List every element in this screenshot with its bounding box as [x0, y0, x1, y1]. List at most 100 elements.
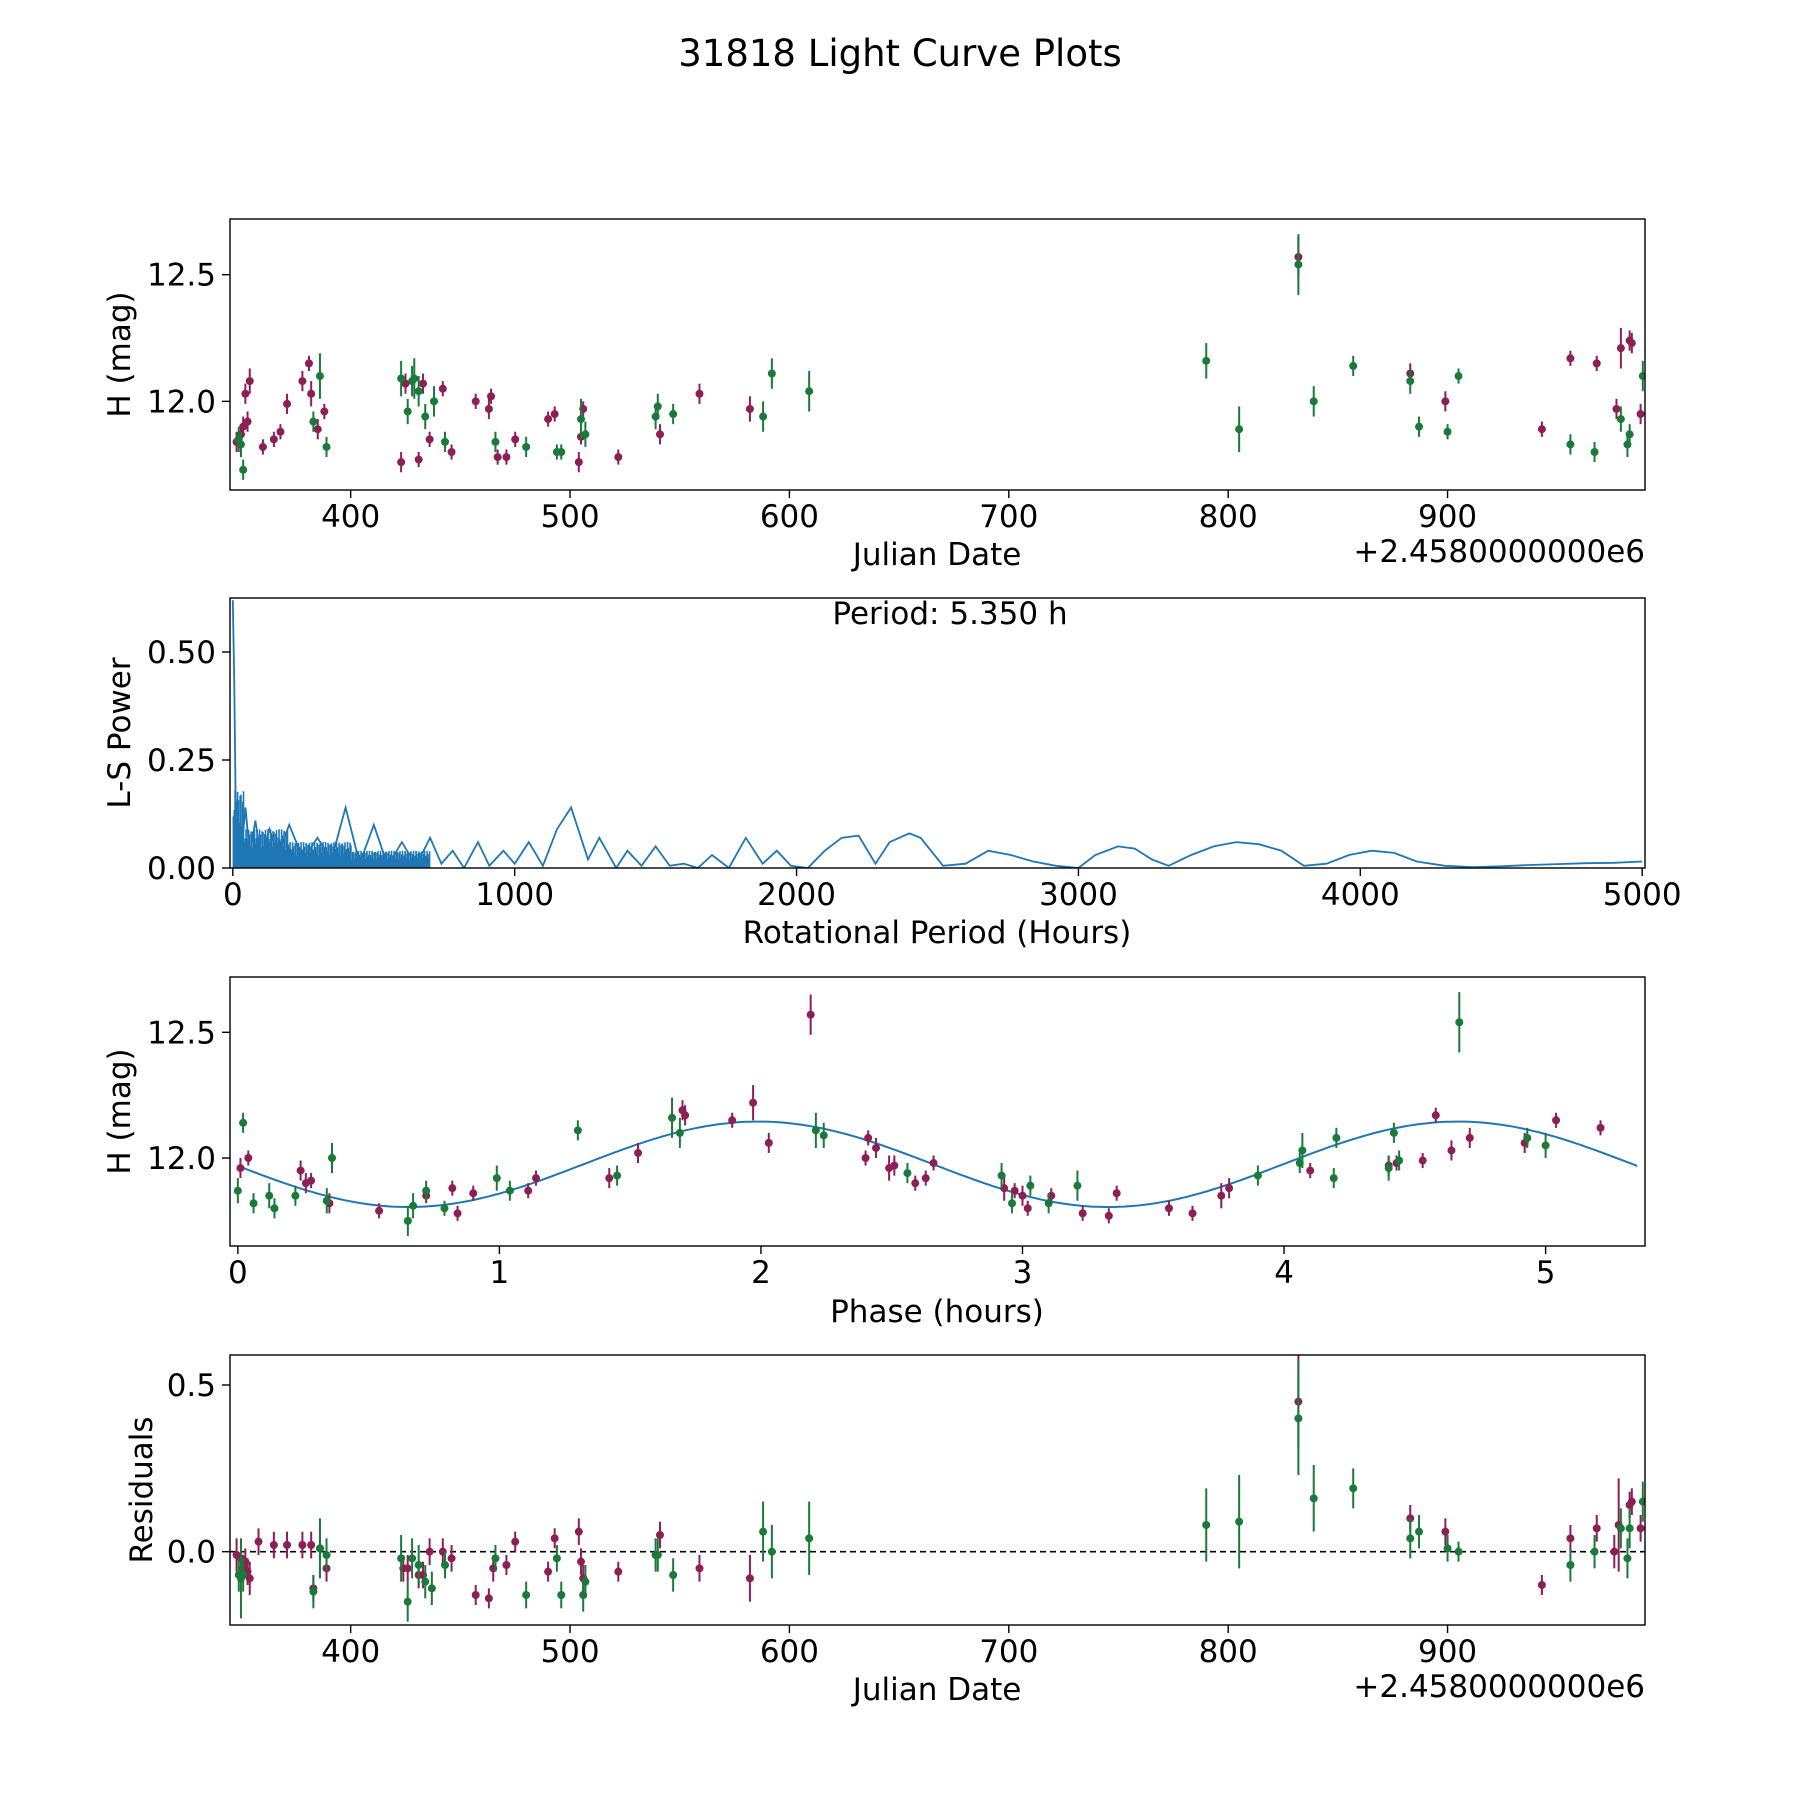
- data-point: [502, 453, 511, 462]
- data-point: [1073, 1181, 1082, 1190]
- series-band_g: [234, 1361, 1645, 1622]
- x-axis-label: Julian Date: [851, 1672, 1022, 1708]
- x-tick-label: 400: [321, 1634, 380, 1670]
- data-point: [695, 389, 704, 398]
- data-point: [322, 442, 331, 451]
- data-point: [403, 407, 412, 416]
- data-point: [532, 1174, 541, 1183]
- data-point: [574, 458, 583, 467]
- data-point: [1616, 415, 1625, 424]
- data-point: [1202, 356, 1211, 365]
- data-point: [1406, 377, 1415, 386]
- data-point: [487, 392, 496, 401]
- x-tick-label: 1: [490, 1255, 510, 1291]
- data-point: [1616, 1524, 1625, 1533]
- data-point: [573, 1126, 582, 1135]
- data-point: [890, 1161, 899, 1170]
- series-band_g: [234, 234, 1645, 480]
- data-point: [767, 1547, 776, 1556]
- data-point: [1627, 339, 1636, 348]
- data-point: [1465, 1133, 1474, 1142]
- x-tick-label: 4: [1274, 1255, 1294, 1291]
- data-point: [805, 387, 814, 396]
- data-point: [522, 442, 531, 451]
- x-axis-label: Phase (hours): [830, 1294, 1044, 1330]
- data-point: [249, 1199, 258, 1208]
- data-point: [403, 1564, 412, 1573]
- data-point: [1455, 1018, 1464, 1027]
- axes-frame: [229, 976, 1646, 1247]
- data-point: [408, 1554, 417, 1563]
- data-point: [493, 453, 502, 462]
- data-point: [605, 1174, 614, 1183]
- x-tick-label: 700: [979, 499, 1038, 535]
- data-point: [397, 458, 406, 467]
- data-point: [1441, 397, 1450, 406]
- data-point: [1566, 1561, 1575, 1569]
- data-point: [1592, 359, 1601, 368]
- data-point: [911, 1179, 920, 1188]
- data-point: [550, 410, 559, 419]
- data-point: [574, 1527, 583, 1536]
- data-point: [728, 1116, 737, 1125]
- data-point: [1010, 1186, 1019, 1195]
- data-point: [997, 1171, 1006, 1180]
- data-point: [403, 1216, 412, 1225]
- data-point: [864, 1133, 873, 1142]
- data-point: [245, 1574, 254, 1583]
- data-point: [265, 1191, 274, 1200]
- data-point: [1026, 1181, 1035, 1190]
- y-tick-label: 12.0: [147, 1141, 216, 1177]
- data-point: [236, 440, 245, 449]
- data-point: [315, 1544, 324, 1553]
- data-point: [425, 435, 434, 444]
- y-tick-label: 0.00: [147, 851, 216, 887]
- data-point: [1616, 344, 1625, 353]
- data-point: [1625, 1524, 1634, 1533]
- data-point: [695, 1564, 704, 1573]
- data-point: [375, 1206, 384, 1215]
- data-point: [296, 1166, 305, 1175]
- x-tick-label: 700: [979, 1634, 1038, 1670]
- residuals-panel: 400 500 600 700 800 900 0.0 0.5 Julian Date Resid…: [124, 1354, 1646, 1708]
- data-point: [322, 1196, 331, 1205]
- data-point: [484, 404, 493, 413]
- data-point: [421, 412, 430, 421]
- y-tick-label: 12.0: [147, 384, 216, 420]
- data-point: [492, 1174, 501, 1183]
- data-point: [491, 1554, 500, 1563]
- data-point: [315, 372, 324, 381]
- data-point: [414, 387, 423, 396]
- data-point: [577, 1557, 586, 1566]
- data-point: [403, 1597, 412, 1606]
- data-point: [764, 1138, 773, 1147]
- data-point: [469, 1189, 478, 1198]
- data-point: [1552, 1116, 1561, 1125]
- series-band_r: [232, 236, 1645, 473]
- data-point: [1636, 410, 1645, 419]
- data-point: [1235, 1517, 1244, 1526]
- data-point: [557, 448, 566, 457]
- data-point: [675, 1128, 684, 1137]
- plot-area: [232, 234, 1645, 480]
- data-point: [745, 404, 754, 413]
- y-tick-label: 0.25: [147, 743, 216, 779]
- data-point: [298, 377, 307, 386]
- data-point: [430, 397, 439, 406]
- data-point: [872, 1143, 881, 1152]
- data-point: [447, 448, 456, 457]
- x-tick-label: 500: [540, 1634, 599, 1670]
- data-point: [1638, 372, 1645, 381]
- data-point: [447, 1554, 456, 1563]
- data-point: [1443, 1544, 1452, 1553]
- data-point: [283, 399, 292, 408]
- data-point: [861, 1154, 870, 1163]
- data-point: [239, 1571, 248, 1579]
- data-point: [544, 415, 553, 424]
- data-point: [653, 402, 662, 411]
- data-point: [304, 359, 313, 368]
- x-tick-label: 3: [1013, 1255, 1033, 1291]
- data-point: [448, 1184, 457, 1193]
- data-point: [1612, 404, 1621, 413]
- data-point: [655, 1531, 664, 1539]
